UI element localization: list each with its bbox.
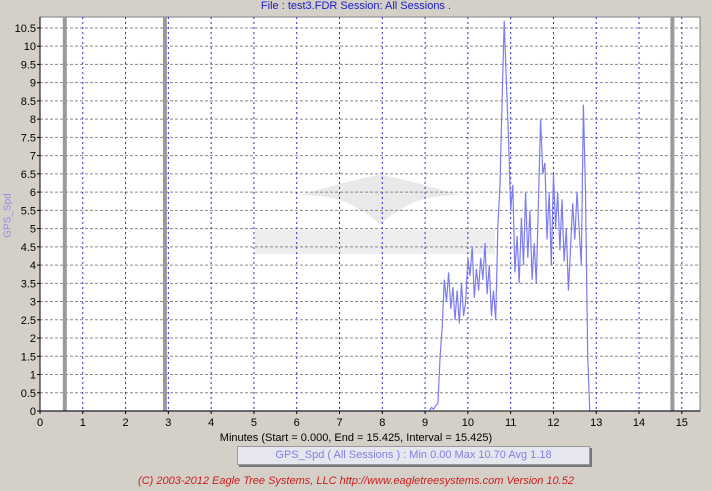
y-tick-label: 7: [30, 151, 36, 163]
y-tick-label: 10: [24, 41, 36, 53]
y-tick-label: 2.5: [21, 315, 36, 327]
x-tick-label: 5: [251, 417, 257, 429]
x-tick-label: 13: [590, 417, 602, 429]
x-tick-label: 7: [336, 417, 342, 429]
session-marker: [62, 17, 67, 411]
y-tick-label: 0.5: [21, 388, 36, 400]
gridlines: [40, 17, 700, 411]
x-tick-label: 11: [505, 417, 516, 429]
y-tick-label: 5: [30, 224, 36, 236]
y-tick-label: 7.5: [21, 132, 36, 144]
x-tick-labels: 0 1 2 3 4 5 6 7 8 9 10 11 12 13 14 15: [37, 410, 700, 429]
y-tick-label: 8: [30, 114, 36, 126]
y-tick-label: 2: [30, 333, 36, 345]
y-tick-label: 6: [30, 187, 36, 199]
x-tick-label: 14: [633, 417, 645, 429]
x-axis-label: Minutes (Start = 0.000, End = 15.425, In…: [219, 432, 493, 444]
y-tick-label: 1.5: [21, 351, 36, 363]
y-tick-labels: 0 0.5 1 1.5 2 2.5 3 3.5 4 4.5 5 5.5 6 6.5 7 7.5 8 8.5 9 9.5…: [15, 17, 41, 418]
y-tick-label: 3.5: [21, 278, 36, 290]
session-markers: [62, 17, 675, 411]
session-marker: [162, 17, 167, 411]
series-layer: [40, 20, 700, 412]
x-tick-label: 2: [123, 417, 129, 429]
x-tick-label: 15: [676, 417, 688, 429]
session-marker: [670, 17, 675, 411]
x-tick-label: 3: [165, 417, 171, 429]
y-tick-label: 4.5: [21, 242, 36, 254]
x-tick-label: 1: [80, 417, 86, 429]
y-tick-label: 5.5: [21, 205, 36, 217]
y-tick-label: 4: [30, 260, 36, 272]
y-tick-label: 1: [30, 370, 36, 382]
series-line-gps-spd: [40, 20, 700, 412]
x-tick-label: 9: [422, 417, 428, 429]
y-tick-label: 8.5: [21, 96, 36, 108]
y-tick-label: 3: [30, 297, 36, 309]
stats-box[interactable]: GPS_Spd ( All Sessions ) : Min 0.00 Max …: [237, 446, 590, 465]
y-tick-label: 6.5: [21, 169, 36, 181]
copyright-text: (C) 2003-2012 Eagle Tree Systems, LLC ht…: [138, 475, 574, 487]
x-tick-label: 4: [208, 417, 214, 429]
x-tick-label: 8: [379, 417, 385, 429]
x-tick-label: 0: [37, 417, 43, 429]
y-tick-label: 9.5: [21, 59, 36, 71]
y-tick-label: 10.5: [15, 23, 36, 35]
chart-title: File : test3.FDR Session: All Sessions .: [260, 0, 452, 12]
x-tick-label: 10: [462, 417, 474, 429]
x-tick-label: 12: [547, 417, 559, 429]
x-tick-label: 6: [294, 417, 300, 429]
y-tick-label: 0: [30, 406, 36, 418]
y-tick-label: 9: [30, 78, 36, 90]
